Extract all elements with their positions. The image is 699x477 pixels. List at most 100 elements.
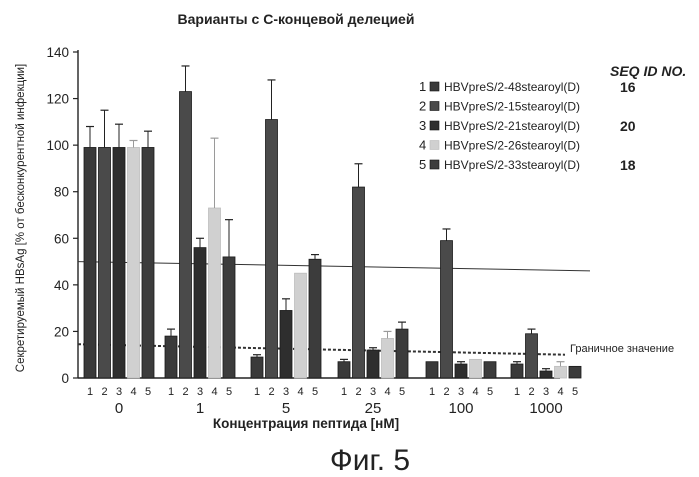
bar-index-label: 3 xyxy=(543,386,549,398)
bar-series5-group1 xyxy=(223,257,235,378)
bar-index-label: 2 xyxy=(528,386,534,398)
bar-index-label: 1 xyxy=(429,386,435,398)
figure-caption: Фиг. 5 xyxy=(330,444,410,477)
bar-series1-group100 xyxy=(426,362,438,378)
bar-series1-group1000 xyxy=(511,364,523,378)
bar-index-label: 1 xyxy=(87,386,93,398)
bar-index-label: 2 xyxy=(268,386,274,398)
bar-index-label: 5 xyxy=(312,386,318,398)
bar-series3-group5 xyxy=(280,310,292,378)
bar-series3-group1 xyxy=(194,248,206,378)
seq-id-value: 20 xyxy=(620,118,636,134)
bar-index-label: 3 xyxy=(197,386,203,398)
x-category-label: 1 xyxy=(196,400,204,417)
bar-index-label: 3 xyxy=(283,386,289,398)
bar-index-label: 2 xyxy=(355,386,361,398)
y-tick-label: 20 xyxy=(54,324,69,339)
x-axis-title: Концентрация пептида [нМ] xyxy=(213,416,399,431)
legend-swatch xyxy=(430,121,439,130)
y-tick-label: 40 xyxy=(54,278,69,293)
bar-index-label: 5 xyxy=(226,386,232,398)
y-tick-label: 140 xyxy=(46,45,69,60)
bar-series2-group0 xyxy=(99,147,111,378)
legend-index: 4 xyxy=(419,138,426,153)
bar-index-label: 4 xyxy=(297,386,303,398)
bar-series4-group1 xyxy=(209,208,221,378)
bar-index-label: 5 xyxy=(487,386,493,398)
bar-index-label: 4 xyxy=(211,386,217,398)
legend-label: HBVpreS/2-21stearoyl(D) xyxy=(444,119,580,133)
legend-swatch xyxy=(430,160,439,169)
legend-label: HBVpreS/2-15stearoyl(D) xyxy=(444,100,580,114)
bar-series2-group100 xyxy=(441,241,453,378)
legend-swatch xyxy=(430,141,439,150)
seq-id-header: SEQ ID NO. xyxy=(610,63,686,79)
bar-index-label: 4 xyxy=(384,386,390,398)
bar-index-label: 2 xyxy=(443,386,449,398)
legend-label: HBVpreS/2-33stearoyl(D) xyxy=(444,158,580,172)
bar-index-label: 3 xyxy=(116,386,122,398)
chart-title: Варианты с С-концевой делецией xyxy=(178,11,415,27)
reference-line xyxy=(78,262,590,271)
bar-series1-group25 xyxy=(338,362,350,378)
y-tick-label: 120 xyxy=(46,92,69,107)
bar-series4-group5 xyxy=(295,273,307,378)
legend-swatch xyxy=(430,82,439,91)
bar-series4-group0 xyxy=(128,147,140,378)
seq-id-value: 16 xyxy=(620,79,636,95)
bar-index-label: 5 xyxy=(572,386,578,398)
bar-index-label: 5 xyxy=(145,386,151,398)
bar-index-label: 3 xyxy=(458,386,464,398)
legend-label: HBVpreS/2-26stearoyl(D) xyxy=(444,139,580,153)
bar-index-label: 2 xyxy=(182,386,188,398)
x-category-label: 100 xyxy=(448,400,473,417)
bar-index-label: 1 xyxy=(254,386,260,398)
x-category-label: 1000 xyxy=(529,400,562,417)
threshold-label: Граничное значение xyxy=(570,343,674,355)
bar-series5-group1000 xyxy=(569,366,581,378)
legend-label: HBVpreS/2-48stearoyl(D) xyxy=(444,80,580,94)
bar-index-label: 5 xyxy=(399,386,405,398)
legend-index: 2 xyxy=(419,99,426,114)
bar-series2-group25 xyxy=(353,187,365,378)
bar-series4-group100 xyxy=(470,359,482,378)
bar-index-label: 1 xyxy=(168,386,174,398)
bar-index-label: 2 xyxy=(101,386,107,398)
legend: 1 HBVpreS/2-48stearoyl(D) 16 2 HBVpreS/2-15s… xyxy=(419,79,636,173)
bar-index-label: 3 xyxy=(370,386,376,398)
bar-series5-group100 xyxy=(484,362,496,378)
bar-series1-group1 xyxy=(165,336,177,378)
legend-index: 5 xyxy=(419,157,426,172)
legend-swatch xyxy=(430,102,439,111)
bar-index-label: 4 xyxy=(472,386,478,398)
bar-series5-group5 xyxy=(309,259,321,378)
chart-figure: Варианты с С-концевой делецией 020406080… xyxy=(0,0,699,477)
seq-id-value: 18 xyxy=(620,157,636,173)
legend-index: 3 xyxy=(419,118,426,133)
x-category-label: 0 xyxy=(115,400,123,417)
legend-index: 1 xyxy=(419,79,426,94)
bar-index-label: 4 xyxy=(130,386,136,398)
bar-series3-group0 xyxy=(113,147,125,378)
bar-series4-group1000 xyxy=(555,366,567,378)
bar-series5-group0 xyxy=(142,147,154,378)
y-axis-title: Секретируемый HBsAg [% от бесконкурентно… xyxy=(15,64,27,372)
bar-series1-group5 xyxy=(251,357,263,378)
bar-index-label: 1 xyxy=(341,386,347,398)
bar-series2-group1000 xyxy=(526,334,538,378)
x-category-label: 5 xyxy=(282,400,290,417)
bar-series1-group0 xyxy=(84,147,96,378)
y-tick-label: 0 xyxy=(61,371,69,386)
bar-series3-group1000 xyxy=(540,371,552,378)
bar-series4-group25 xyxy=(382,338,394,378)
x-category-label: 25 xyxy=(365,400,382,417)
y-tick-label: 60 xyxy=(54,231,69,246)
bar-series3-group25 xyxy=(367,350,379,378)
bar-series3-group100 xyxy=(455,364,467,378)
y-tick-label: 80 xyxy=(54,185,69,200)
bar-series2-group5 xyxy=(266,120,278,378)
bar-index-label: 4 xyxy=(557,386,563,398)
bar-index-label: 1 xyxy=(514,386,520,398)
y-tick-label: 100 xyxy=(46,138,69,153)
bar-series2-group1 xyxy=(180,92,192,378)
